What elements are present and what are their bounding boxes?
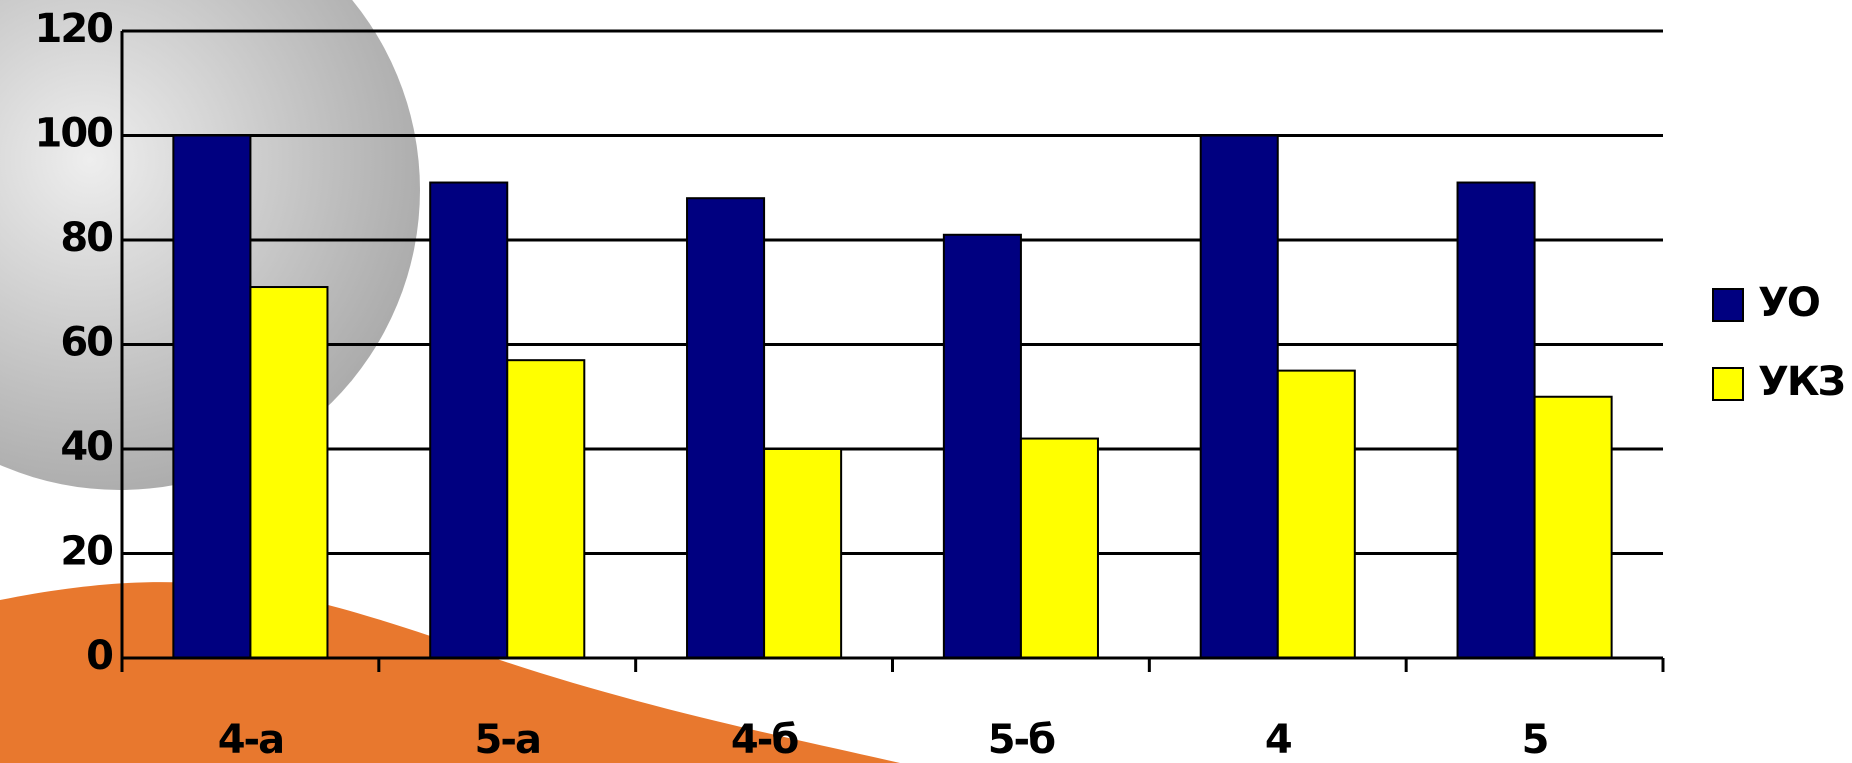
bar (763, 448, 843, 659)
x-tick-label: 5 (1522, 717, 1548, 763)
x-tick-label: 4-б (731, 717, 798, 763)
legend-swatch (1712, 288, 1744, 322)
bar (172, 134, 252, 659)
legend-label: УО (1758, 280, 1819, 326)
y-tick-label: 0 (86, 633, 112, 679)
y-tick-label: 80 (60, 215, 112, 261)
x-tick-label: 5-а (475, 717, 540, 763)
bar (1533, 395, 1613, 659)
bar (1276, 369, 1356, 659)
y-tick-label: 100 (35, 111, 113, 157)
bar (942, 233, 1022, 659)
bar (1456, 181, 1536, 659)
bar (429, 181, 509, 659)
y-tick-label: 40 (60, 424, 112, 470)
bar (1199, 134, 1279, 659)
legend-swatch (1712, 367, 1744, 401)
legend-label: УКЗ (1758, 359, 1844, 405)
bar (249, 286, 329, 659)
x-tick-label: 4-а (218, 717, 283, 763)
y-tick-label: 20 (60, 529, 112, 575)
bar (1019, 437, 1099, 659)
y-tick-label: 120 (35, 6, 113, 52)
x-tick-label: 5-б (988, 717, 1055, 763)
y-tick-label: 60 (60, 320, 112, 366)
bar (506, 359, 586, 659)
bar (686, 197, 766, 659)
x-tick-label: 4 (1265, 717, 1291, 763)
